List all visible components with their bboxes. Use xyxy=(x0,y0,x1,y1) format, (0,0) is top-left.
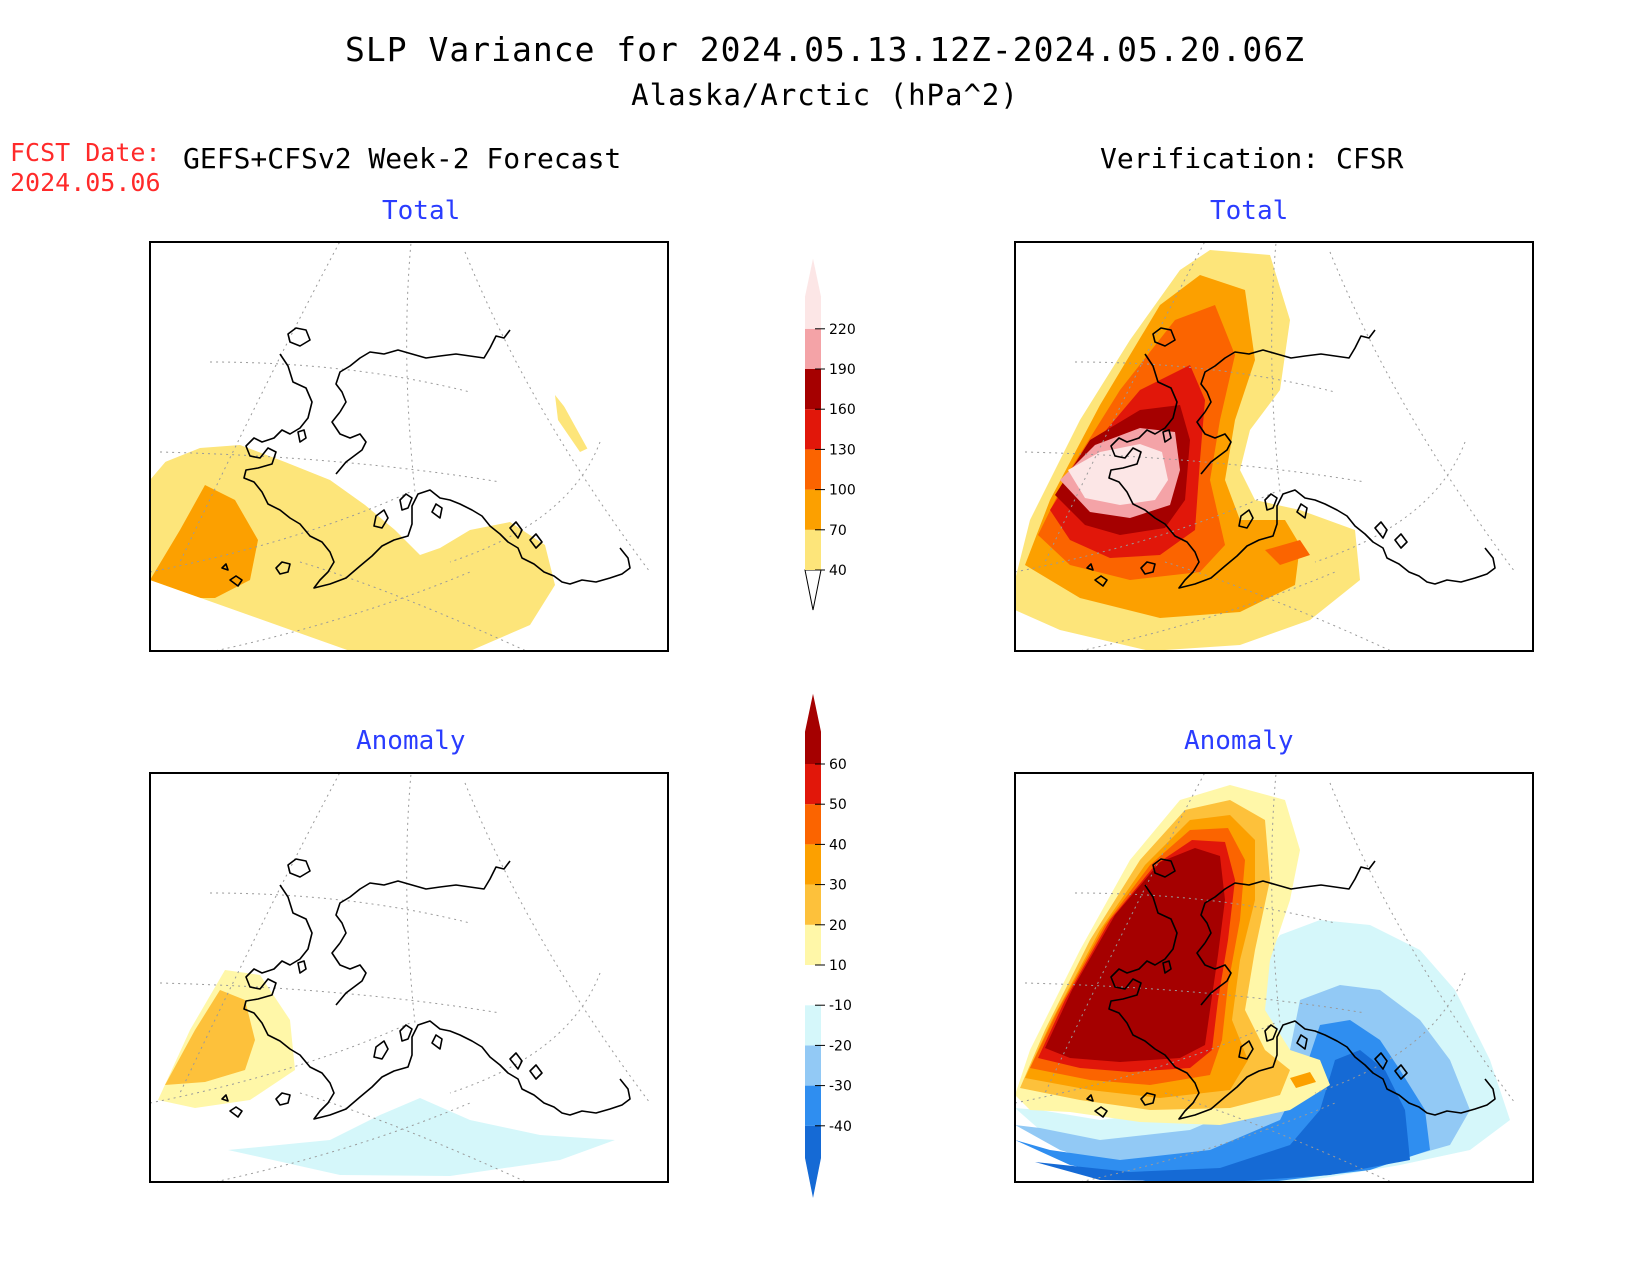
total-colorbar-swatch xyxy=(805,258,821,329)
forecast-date-value: 2024.05.06 xyxy=(10,168,161,197)
total-colorbar-swatch xyxy=(805,328,821,369)
forecast-anomaly-title: Anomaly xyxy=(356,726,466,756)
anomaly-colorbar-label: 10 xyxy=(829,958,847,974)
anomaly-colorbar-label: -30 xyxy=(829,1079,852,1095)
forecast-total-title: Total xyxy=(382,196,461,226)
total-colorbar-swatch xyxy=(805,529,821,570)
total-colorbar-label: 220 xyxy=(829,322,856,338)
anomaly-colorbar-label: 30 xyxy=(829,878,847,894)
total-colorbar-swatch xyxy=(805,369,821,410)
forecast-anomaly-map xyxy=(149,772,669,1183)
total-colorbar-swatch xyxy=(805,449,821,490)
total-colorbar-label: 130 xyxy=(829,442,856,458)
anomaly-colorbar-swatch xyxy=(805,844,821,885)
anomaly-colorbar-swatch xyxy=(805,924,821,965)
total-colorbar: 40 70 100 130 160 190 220 xyxy=(804,258,856,611)
total-colorbar-label: 70 xyxy=(829,523,847,539)
anomaly-colorbar-label: -20 xyxy=(829,1038,852,1054)
anomaly-colorbar-label: -10 xyxy=(829,998,852,1014)
map-subtitle: Alaska/Arctic (hPa^2) xyxy=(631,78,1019,112)
anomaly-colorbar-swatch xyxy=(805,965,821,1006)
total-colorbar-label: 100 xyxy=(829,483,856,499)
anomaly-colorbar-swatch xyxy=(805,804,821,845)
anomaly-colorbar-label: 60 xyxy=(829,757,847,773)
verification-anomaly-title: Anomaly xyxy=(1184,726,1294,756)
anomaly-colorbar-label: 40 xyxy=(829,837,847,853)
verification-total-map xyxy=(1014,241,1534,652)
verification-anomaly-map xyxy=(1014,772,1534,1183)
total-colorbar-swatch xyxy=(805,489,821,530)
anomaly-colorbar-label: 20 xyxy=(829,918,847,934)
forecast-anomaly-fill xyxy=(158,970,615,1176)
anomaly-colorbar-swatch xyxy=(805,1125,821,1198)
total-colorbar-label: 40 xyxy=(829,563,847,579)
anomaly-colorbar-swatch xyxy=(805,764,821,805)
forecast-total-map xyxy=(149,241,669,652)
total-colorbar-label: 160 xyxy=(829,402,856,418)
total-colorbar-bottom-end xyxy=(804,569,822,611)
anomaly-colorbar-label: -40 xyxy=(829,1119,852,1135)
anomaly-colorbar-swatch xyxy=(805,1005,821,1046)
map-title: SLP Variance for 2024.05.13.12Z-2024.05.… xyxy=(345,30,1305,69)
anomaly-colorbar-swatch xyxy=(805,1085,821,1126)
forecast-heading: GEFS+CFSv2 Week-2 Forecast xyxy=(183,142,622,175)
anomaly-colorbar-swatch xyxy=(805,884,821,925)
anomaly-colorbar-swatch xyxy=(805,1045,821,1086)
verification-anomaly-fill xyxy=(1015,785,1510,1182)
total-colorbar-swatch xyxy=(805,409,821,450)
verification-heading: Verification: CFSR xyxy=(1100,142,1404,175)
anomaly-colorbar: -40 -30 -20 -10 10 20 30 40 50 60 xyxy=(805,693,852,1198)
total-colorbar-label: 190 xyxy=(829,362,856,378)
anomaly-colorbar-swatch xyxy=(805,693,821,764)
anomaly-colorbar-label: 50 xyxy=(829,797,847,813)
forecast-date-label: FCST Date: xyxy=(10,138,161,167)
verification-total-title: Total xyxy=(1210,196,1289,226)
verification-total-fill xyxy=(1015,250,1360,651)
